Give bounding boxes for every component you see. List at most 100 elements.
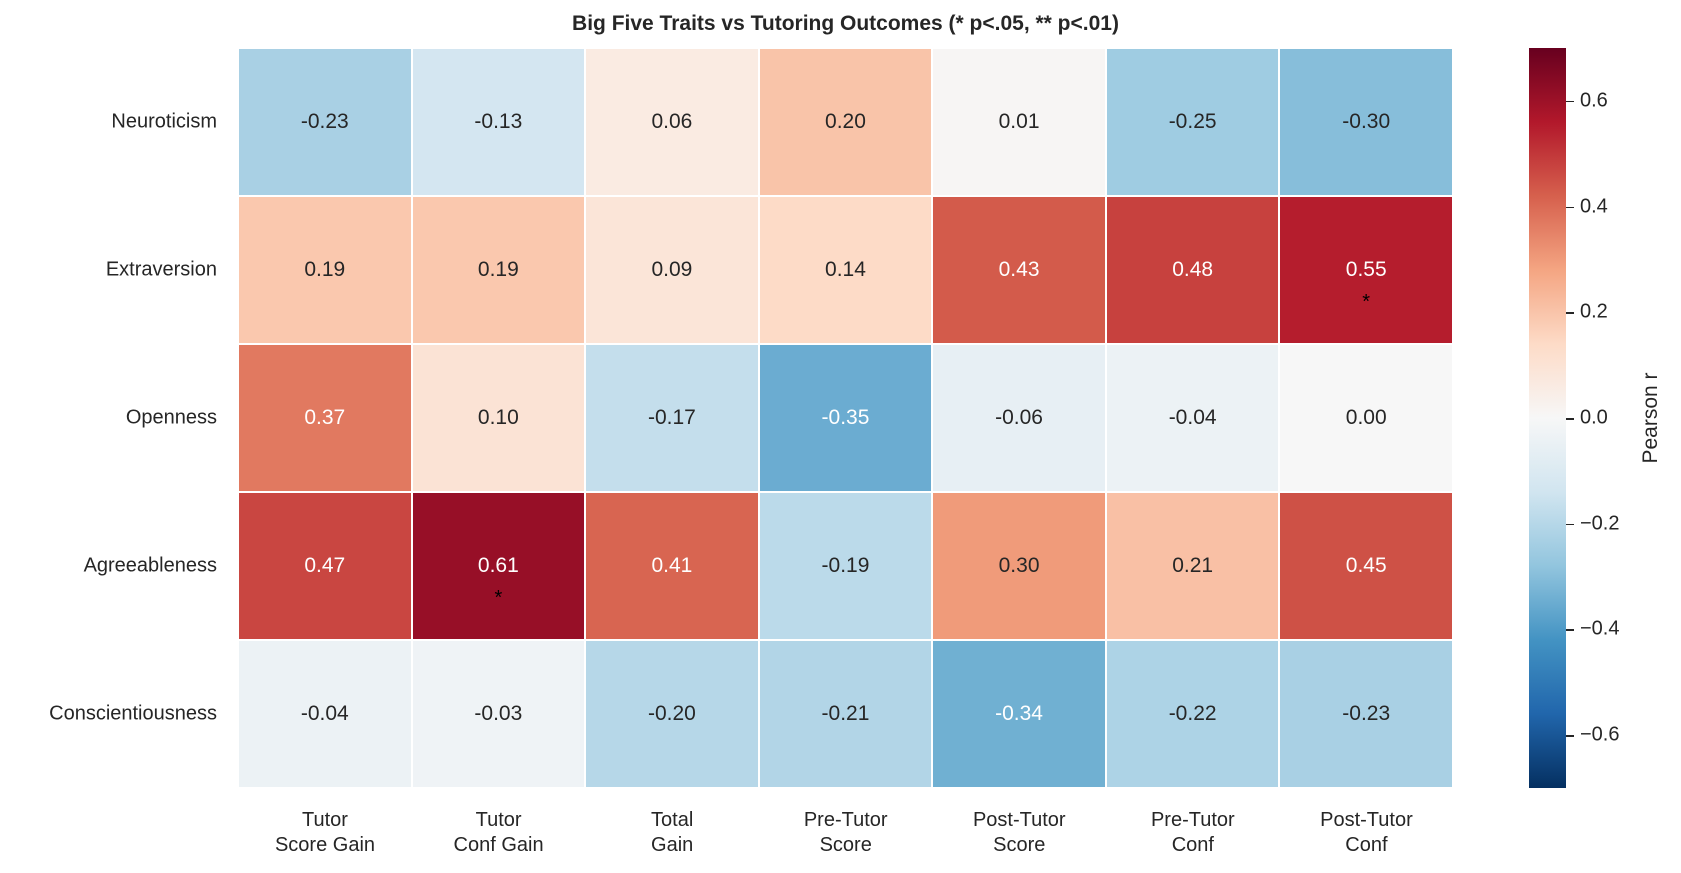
heatmap-cell: 0.48 bbox=[1105, 196, 1280, 344]
heatmap-cell: 0.47 bbox=[238, 492, 412, 640]
heatmap-cell: 0.09 bbox=[585, 196, 759, 344]
cell-value: 0.09 bbox=[651, 258, 693, 281]
column-label-line: Pre-Tutor bbox=[803, 809, 888, 831]
heatmap-cell: -0.34 bbox=[932, 640, 1106, 788]
heatmap-cell: -0.25 bbox=[1105, 48, 1280, 196]
row-label: Extraversion bbox=[105, 258, 217, 281]
heatmap-cell: 0.30 bbox=[932, 492, 1106, 640]
heatmap-cell: 0.19 bbox=[238, 196, 412, 344]
heatmap-cell: -0.13 bbox=[411, 48, 586, 196]
colorbar-tick-label: 0.4 bbox=[1580, 195, 1608, 218]
cell-value: -0.17 bbox=[647, 406, 696, 429]
heatmap-cell: 0.21 bbox=[1105, 492, 1280, 640]
cell-value: -0.30 bbox=[1342, 110, 1391, 133]
cell-value: -0.19 bbox=[821, 554, 870, 577]
cell-value: -0.23 bbox=[300, 110, 349, 133]
column-label-line: Conf bbox=[1171, 834, 1214, 856]
heatmap-cell: -0.30 bbox=[1279, 48, 1453, 196]
column-label-line: Score Gain bbox=[274, 834, 376, 856]
cell-value: -0.13 bbox=[474, 110, 523, 133]
cell-value: -0.34 bbox=[995, 702, 1043, 725]
heatmap-cell: 0.01 bbox=[932, 48, 1106, 196]
row-label: Openness bbox=[125, 406, 217, 429]
cell-value: 0.14 bbox=[825, 258, 866, 281]
colorbar-tick-label: −0.6 bbox=[1580, 723, 1620, 746]
colorbar-tick bbox=[1566, 523, 1574, 526]
heatmap-cell: -0.03 bbox=[411, 640, 586, 788]
cell-value: 0.30 bbox=[998, 554, 1040, 577]
cell-value: 0.41 bbox=[651, 554, 693, 577]
heatmap-cell: -0.35 bbox=[758, 344, 933, 492]
heatmap-cell: 0.37 bbox=[238, 344, 412, 492]
column-label-line: Post-Tutor bbox=[1320, 809, 1413, 831]
cell-value: -0.04 bbox=[1168, 406, 1217, 429]
cell-value: 0.19 bbox=[477, 258, 519, 281]
cell-value: 0.37 bbox=[304, 406, 346, 429]
heatmap-cell: -0.20 bbox=[585, 640, 759, 788]
column-label-line: Conf Gain bbox=[453, 834, 544, 856]
cell-value: 0.47 bbox=[304, 554, 346, 577]
column-label: Post-Tutor Conf bbox=[1279, 808, 1453, 858]
cell-value: -0.21 bbox=[821, 702, 870, 725]
row-label: Neuroticism bbox=[111, 110, 217, 133]
cell-value: 0.21 bbox=[1172, 554, 1214, 577]
colorbar-tick bbox=[1566, 312, 1574, 314]
cell-value: 0.61 bbox=[477, 554, 519, 577]
cell-value: -0.06 bbox=[995, 406, 1043, 429]
heatmap-cell: 0.55 * bbox=[1279, 196, 1453, 344]
heatmap-cell: 0.20 bbox=[758, 48, 933, 196]
colorbar-tick bbox=[1566, 100, 1574, 103]
cell-value: 0.45 bbox=[1345, 554, 1387, 577]
column-label-line: Post-Tutor bbox=[972, 809, 1066, 831]
column-label-line: Score bbox=[993, 834, 1046, 856]
cell-value: 0.55 bbox=[1345, 258, 1387, 281]
colorbar bbox=[1529, 48, 1566, 788]
cell-value: -0.20 bbox=[647, 702, 696, 725]
heatmap-cell: 0.06 bbox=[585, 48, 759, 196]
colorbar-tick-label: −0.4 bbox=[1580, 617, 1620, 640]
column-label-line: Total bbox=[651, 809, 694, 831]
cell-value: -0.23 bbox=[1342, 702, 1391, 725]
heatmap-cell: 0.61 * bbox=[411, 492, 586, 640]
heatmap-cell: 0.00 bbox=[1279, 344, 1453, 492]
column-label: Tutor Score Gain bbox=[238, 808, 412, 858]
heatmap-cell: 0.10 bbox=[411, 344, 586, 492]
row-label: Conscientiousness bbox=[49, 702, 217, 725]
cell-value: 0.48 bbox=[1172, 258, 1214, 281]
heatmap-cell: -0.06 bbox=[932, 344, 1106, 492]
cell-value: 0.19 bbox=[304, 258, 346, 281]
column-label: Total Gain bbox=[585, 808, 759, 858]
heatmap-cell: -0.19 bbox=[758, 492, 933, 640]
cell-value: -0.04 bbox=[300, 702, 349, 725]
heatmap-cell: -0.17 bbox=[585, 344, 759, 492]
colorbar-tick-label: 0.0 bbox=[1580, 406, 1608, 429]
heatmap-cell: -0.23 bbox=[238, 48, 412, 196]
row-label: Agreeableness bbox=[83, 554, 217, 577]
heatmap-cell: 0.43 bbox=[932, 196, 1106, 344]
heatmap-cell: -0.04 bbox=[1105, 344, 1280, 492]
colorbar-tick bbox=[1566, 418, 1574, 420]
cell-value: -0.25 bbox=[1168, 110, 1217, 133]
column-label: Pre-Tutor Score bbox=[759, 808, 933, 858]
column-label: Pre-Tutor Conf bbox=[1106, 808, 1280, 858]
column-label-line: Tutor bbox=[302, 809, 348, 831]
colorbar-label: Pearson r bbox=[1639, 372, 1662, 464]
colorbar-tick-label: 0.6 bbox=[1580, 89, 1608, 112]
colorbar-tick-label: −0.2 bbox=[1580, 512, 1620, 535]
heatmap-cell: -0.04 bbox=[238, 640, 412, 788]
column-label: Post-Tutor Score bbox=[932, 808, 1106, 858]
heatmap-cell: 0.19 bbox=[411, 196, 586, 344]
column-label-line: Score bbox=[819, 834, 872, 856]
cell-value: 0.06 bbox=[651, 110, 693, 133]
cell-value: -0.03 bbox=[474, 702, 523, 725]
heatmap-cell: -0.21 bbox=[758, 640, 933, 788]
heatmap-cell: -0.23 bbox=[1279, 640, 1453, 788]
significance-marker: * bbox=[1362, 291, 1371, 313]
colorbar-tick bbox=[1566, 629, 1574, 631]
cell-value: 0.20 bbox=[825, 110, 866, 133]
significance-marker: * bbox=[494, 587, 503, 609]
heatmap-cell: -0.22 bbox=[1105, 640, 1280, 788]
cell-value: 0.01 bbox=[998, 110, 1040, 133]
heatmap-cell: 0.45 bbox=[1279, 492, 1453, 640]
column-label: Tutor Conf Gain bbox=[412, 808, 586, 858]
